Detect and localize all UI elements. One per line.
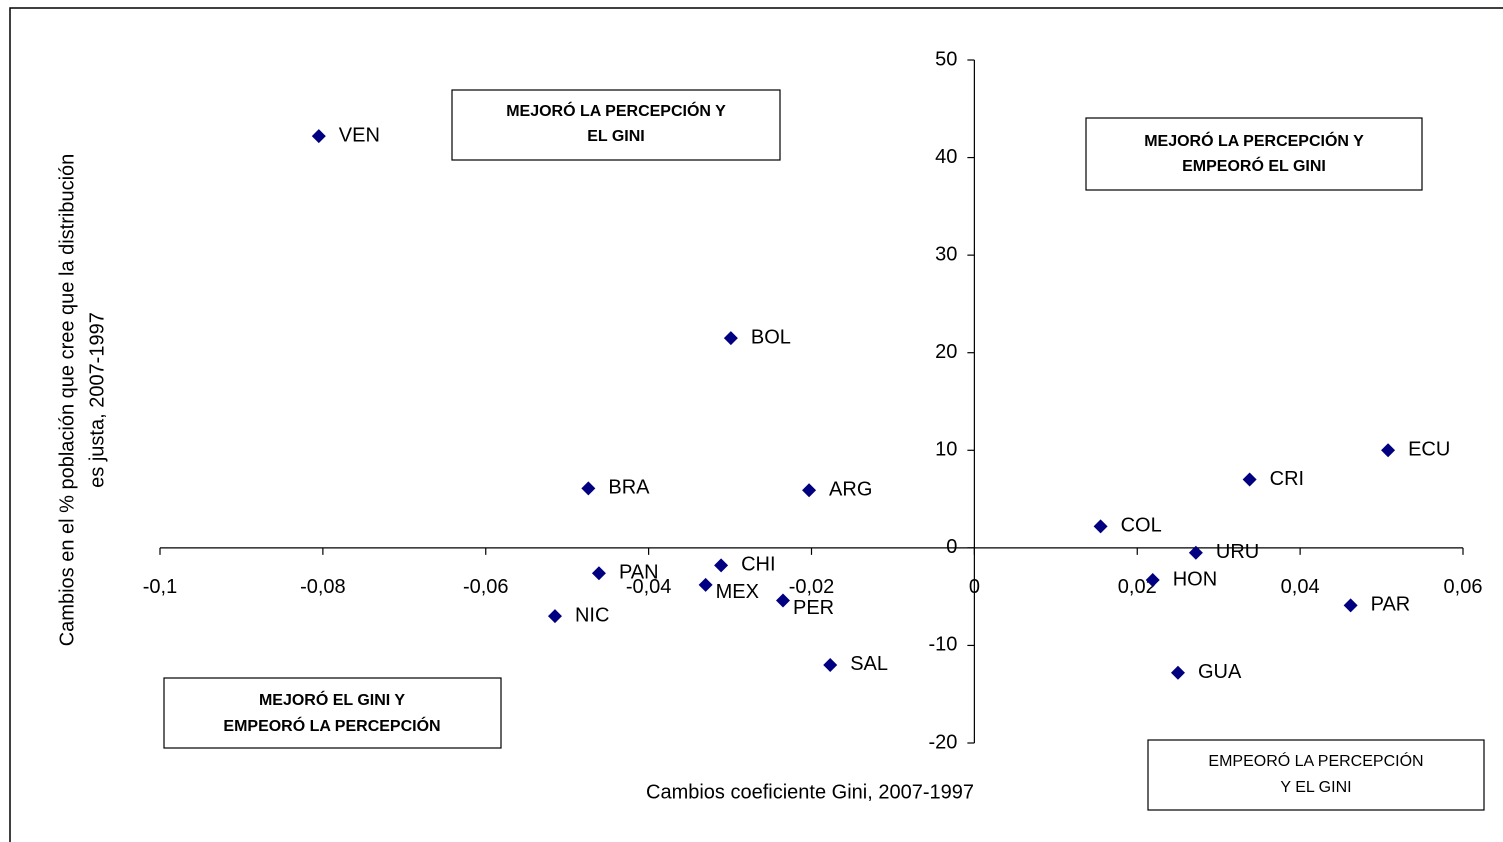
point-label: HON (1173, 568, 1217, 590)
x-tick-label: -0,02 (789, 576, 835, 598)
annotation-box (1147, 739, 1485, 811)
y-tick-label: -20 (928, 731, 957, 753)
point-label: URU (1216, 541, 1259, 563)
y-axis-title: es justa, 2007-1997 (86, 312, 108, 488)
point (698, 577, 713, 592)
point (802, 483, 817, 498)
annotation: MEJORÓ EL GINI Y EMPEORÓ LA PERCEPCIÓN (163, 677, 502, 749)
point-label: PAN (619, 562, 659, 584)
point (1381, 443, 1396, 458)
annotation: MEJORÓ LA PERCEPCIÓN Y EL GINI (451, 89, 781, 161)
point-label: MEX (716, 581, 759, 603)
annotation-text: MEJORÓ LA PERCEPCIÓN Y (1144, 131, 1364, 150)
point-label: GUA (1198, 661, 1242, 683)
y-tick-label: -10 (928, 634, 957, 656)
y-tick-label: 40 (935, 146, 957, 168)
y-tick-label: 30 (935, 243, 957, 265)
annotation-text: MEJORÓ LA PERCEPCIÓN Y (506, 101, 726, 120)
x-tick-label: 0,06 (1444, 576, 1483, 598)
y-axis-title: Cambios en el % población que cree que l… (56, 154, 78, 647)
point-label: ARG (829, 479, 872, 501)
y-tick-label: 10 (935, 439, 957, 461)
annotation: EMPEORÓ LA PERCEPCIÓN Y EL GINI (1147, 739, 1485, 811)
annotation-box (163, 677, 502, 749)
point (547, 609, 562, 624)
point (823, 657, 838, 672)
y-tick-label: 50 (935, 48, 957, 70)
point-label: BOL (751, 326, 791, 348)
x-tick-label: -0,1 (143, 576, 177, 598)
point (311, 129, 326, 144)
y-tick-label: 20 (935, 341, 957, 363)
annotation-text: EMPEORÓ LA PERCEPCIÓN (1208, 751, 1423, 770)
annotation-text: EMPEORÓ LA PERCEPCIÓN (223, 716, 440, 735)
point-label: COL (1121, 515, 1162, 537)
point-label: CRI (1270, 468, 1304, 490)
point-label: CHI (741, 554, 775, 576)
point-label: VEN (339, 124, 380, 146)
annotation-text: EMPEORÓ EL GINI (1182, 156, 1326, 175)
x-tick-label: -0,04 (626, 576, 672, 598)
point (775, 593, 790, 608)
point-label: ECU (1408, 439, 1450, 461)
annotation: MEJORÓ LA PERCEPCIÓN Y EMPEORÓ EL GINI (1085, 117, 1423, 191)
point (714, 558, 729, 573)
point-label: PAR (1371, 594, 1411, 616)
point-label: BRA (608, 477, 650, 499)
annotation-box (451, 89, 781, 161)
point (723, 331, 738, 346)
point (581, 481, 596, 496)
x-tick-label: -0,06 (463, 576, 509, 598)
point-label: SAL (850, 653, 888, 675)
annotation-box (1085, 117, 1423, 191)
annotation-text: MEJORÓ EL GINI Y (259, 690, 405, 709)
point (1242, 472, 1257, 487)
annotation-text: Y EL GINI (1280, 779, 1351, 796)
x-axis-title: Cambios coeficiente Gini, 2007-1997 (646, 781, 974, 803)
point (591, 566, 606, 581)
x-tick-label: -0,08 (300, 576, 346, 598)
x-tick-label: 0,04 (1281, 576, 1320, 598)
x-tick-label: 0 (969, 576, 980, 598)
point (1145, 573, 1160, 588)
annotation-text: EL GINI (587, 128, 645, 145)
frame (9, 7, 1503, 842)
x-tick-label: 0,02 (1118, 576, 1157, 598)
y-tick-label: 0 (946, 536, 957, 558)
point (1170, 665, 1185, 680)
point-label: NIC (575, 604, 609, 626)
point-label: PER (793, 597, 834, 619)
point (1343, 598, 1358, 613)
point (1188, 545, 1203, 560)
point (1093, 519, 1108, 534)
